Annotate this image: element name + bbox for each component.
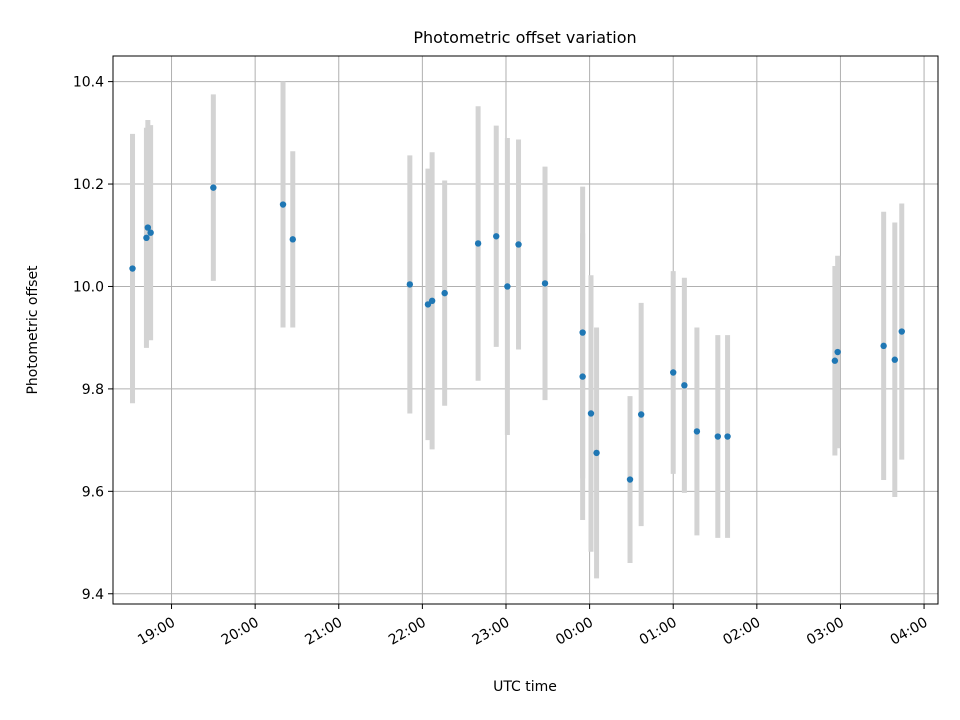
data-point [441,289,448,297]
data-point [515,241,522,248]
y-axis-ticks: 9.4 9.6 9.8 10.0 10.2 10.4 [73,75,113,603]
data-point [129,265,136,272]
data-point [424,301,432,308]
y-tick-label: 10.0 [73,279,104,295]
data-point [834,348,841,356]
data-point [579,373,586,380]
data-point [210,184,217,191]
y-tick-label: 10.2 [73,177,104,193]
data-point [670,369,677,376]
y-tick-label: 10.4 [73,75,104,91]
data-point [144,224,152,231]
data-point [493,233,500,240]
data-point [593,449,600,457]
chart-title: Photometric offset variation [413,28,636,47]
data-point [541,280,549,287]
x-axis-label: UTC time [493,679,557,695]
data-points [129,184,905,483]
data-point [831,357,839,364]
data-point [279,201,287,208]
data-point [626,476,634,483]
y-tick-label: 9.8 [82,382,104,398]
data-point [880,342,887,350]
y-axis-label: Photometric offset [25,265,41,395]
data-point [147,229,154,236]
data-point [724,433,731,440]
data-point [289,236,296,243]
data-point [637,411,645,418]
grid [113,56,938,604]
data-point [428,297,436,305]
plot-area [113,56,938,604]
y-tick-label: 9.6 [82,484,104,500]
data-point [693,428,701,435]
data-point [714,433,722,440]
data-point [891,356,898,363]
data-point [681,382,688,389]
data-point [579,329,586,336]
data-point [474,240,482,247]
plot-frame [112,55,939,605]
data-point [898,328,905,335]
data-point [587,410,595,417]
data-point [504,283,511,290]
y-tick-label: 9.4 [82,587,104,603]
data-point [406,281,414,288]
data-point [143,234,150,242]
